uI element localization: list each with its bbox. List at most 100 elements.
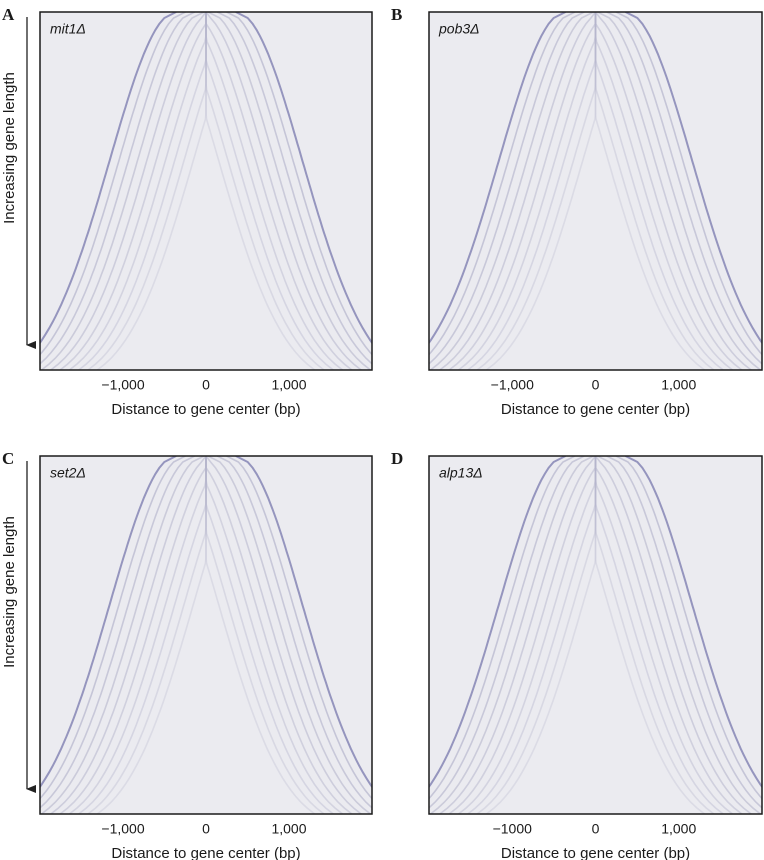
- heatmap-band: [594, 12, 706, 370]
- heatmap-band: [87, 456, 207, 814]
- heatmap-band: [205, 12, 325, 370]
- heatmap-band: [216, 12, 372, 365]
- heatmap-band: [216, 456, 372, 809]
- x-tick-label: −1,000: [101, 821, 144, 837]
- x-tick-label: 1,000: [271, 821, 306, 837]
- heatmap-band: [40, 456, 186, 800]
- heatmap-band: [429, 12, 576, 356]
- x-axis-label: Distance to gene center (bp): [501, 401, 690, 418]
- heatmap-band: [40, 12, 186, 356]
- heatmap-band: [205, 456, 334, 814]
- heatmap-band: [625, 12, 762, 345]
- heatmap-band: [448, 456, 597, 814]
- x-tick-label: 0: [202, 377, 210, 393]
- heatmap-band: [606, 12, 762, 365]
- heatmap-band: [458, 456, 597, 814]
- heatmap-band: [226, 12, 372, 356]
- heatmap-band: [439, 456, 597, 814]
- x-axis-label: Distance to gene center (bp): [111, 845, 300, 860]
- heatmap-band: [594, 12, 724, 370]
- heatmap-band: [41, 456, 205, 814]
- heatmap-band: [205, 456, 362, 814]
- heatmap-band: [597, 456, 761, 814]
- heatmap-band: [615, 12, 762, 356]
- heatmap-pattern: [40, 456, 372, 814]
- heatmap-band: [205, 456, 325, 814]
- heatmap-band: [615, 456, 762, 800]
- heatmap-band: [40, 456, 177, 789]
- heatmap-band: [41, 12, 205, 370]
- x-axis-label: Distance to gene center (bp): [501, 845, 690, 860]
- heatmap-band: [50, 456, 207, 814]
- panel-label: A: [2, 5, 15, 24]
- x-tick-label: −1,000: [101, 377, 144, 393]
- heatmap-band: [207, 12, 371, 370]
- heatmap-band: [205, 12, 316, 370]
- heatmap-band: [429, 12, 566, 345]
- heatmap-band: [594, 12, 733, 370]
- heatmap-band: [59, 12, 207, 370]
- heatmap-band: [467, 456, 597, 814]
- heatmap-band: [430, 12, 594, 370]
- heatmap-band: [594, 456, 715, 814]
- heatmap-pattern: [429, 12, 762, 370]
- heatmap-band: [429, 12, 585, 365]
- heatmap-band: [594, 12, 715, 370]
- heatmap-band: [594, 456, 752, 814]
- plot-frame: [39, 455, 373, 815]
- plot-frame: [39, 11, 373, 371]
- heatmap-band: [594, 456, 743, 814]
- heatmap-band: [59, 456, 207, 814]
- heatmap-band: [68, 12, 207, 370]
- x-tick-label: −1,000: [491, 377, 534, 393]
- x-tick-label: 1,000: [661, 821, 696, 837]
- heatmap-band: [205, 456, 353, 814]
- panel-title: pob3Δ: [438, 21, 480, 37]
- heatmap-band: [594, 12, 752, 370]
- heatmap-band: [87, 12, 207, 370]
- heatmap-band: [594, 456, 733, 814]
- heatmap-band: [205, 456, 316, 814]
- x-axis-label: Distance to gene center (bp): [111, 401, 300, 418]
- heatmap-band: [594, 456, 724, 814]
- heatmap-band: [226, 456, 372, 800]
- heatmap-band: [594, 456, 706, 814]
- heatmap-band: [68, 456, 207, 814]
- heatmap-band: [207, 456, 371, 814]
- heatmap-band: [448, 12, 597, 370]
- heatmap-band: [205, 12, 344, 370]
- heatmap-pattern: [40, 12, 372, 370]
- x-tick-label: −1000: [493, 821, 533, 837]
- heatmap-band: [597, 12, 761, 370]
- x-tick-label: 1,000: [271, 377, 306, 393]
- x-tick-label: 0: [592, 821, 600, 837]
- heatmap-band: [78, 12, 207, 370]
- heatmap-band: [96, 456, 207, 814]
- heatmap-band: [429, 456, 576, 800]
- heatmap-band: [429, 456, 585, 809]
- heatmap-band: [476, 12, 597, 370]
- heatmap-band: [205, 12, 362, 370]
- x-tick-label: 1,000: [661, 377, 696, 393]
- panel-label: D: [391, 449, 403, 468]
- heatmap-band: [606, 456, 762, 809]
- heatmap-band: [625, 456, 762, 789]
- heatmap-band: [78, 456, 207, 814]
- x-tick-label: 0: [592, 377, 600, 393]
- y-axis-label: Increasing gene length: [1, 516, 18, 668]
- heatmap-band: [485, 12, 597, 370]
- heatmap-band: [205, 12, 353, 370]
- heatmap-band: [96, 12, 207, 370]
- x-tick-label: 0: [202, 821, 210, 837]
- y-axis-label: Increasing gene length: [1, 72, 18, 224]
- heatmap-band: [594, 12, 743, 370]
- heatmap-band: [458, 12, 597, 370]
- panel-title: mit1Δ: [50, 21, 86, 37]
- panel-label: C: [2, 449, 14, 468]
- heatmap-band: [40, 12, 196, 365]
- heatmap-band: [205, 456, 344, 814]
- heatmap-band: [439, 12, 597, 370]
- panel-title: alp13Δ: [439, 465, 483, 481]
- heatmap-band: [235, 12, 372, 345]
